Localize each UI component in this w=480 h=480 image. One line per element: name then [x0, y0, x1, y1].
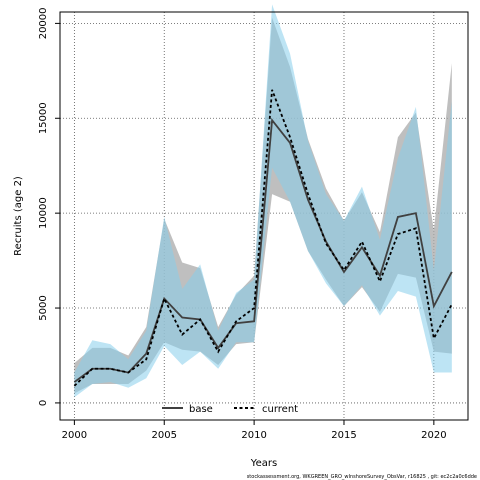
x-tick-label-2020: 2020	[421, 430, 446, 441]
y-tick-label-0: 0	[38, 400, 49, 406]
x-axis-title: Years	[250, 458, 277, 469]
y-axis-title: Recruits (age 2)	[13, 176, 24, 256]
legend-label-base: base	[189, 404, 213, 415]
legend-label-current: current	[262, 404, 298, 415]
x-tick-label-2010: 2010	[241, 430, 266, 441]
x-tick-label-2015: 2015	[331, 430, 356, 441]
line-current	[73, 89, 453, 387]
x-tick-label-2005: 2005	[152, 430, 177, 441]
footer-text: stockassessment.org, WKGREEN_GRO_wInshor…	[247, 474, 477, 480]
legend: base current	[162, 404, 298, 415]
y-tick-label-5000: 5000	[38, 295, 49, 320]
y-tick-label-20000: 20000	[38, 7, 49, 39]
x-tick-label-2000: 2000	[62, 430, 87, 441]
line-base	[73, 117, 453, 383]
y-tick-label-10000: 10000	[38, 197, 49, 229]
axis-ticks: 2000 2005 2010 2015 2020 0 5000 10000 15000 20000	[38, 7, 447, 441]
y-tick-label-15000: 15000	[38, 102, 49, 134]
series-lines	[73, 89, 453, 387]
plot-frame	[59, 11, 469, 421]
